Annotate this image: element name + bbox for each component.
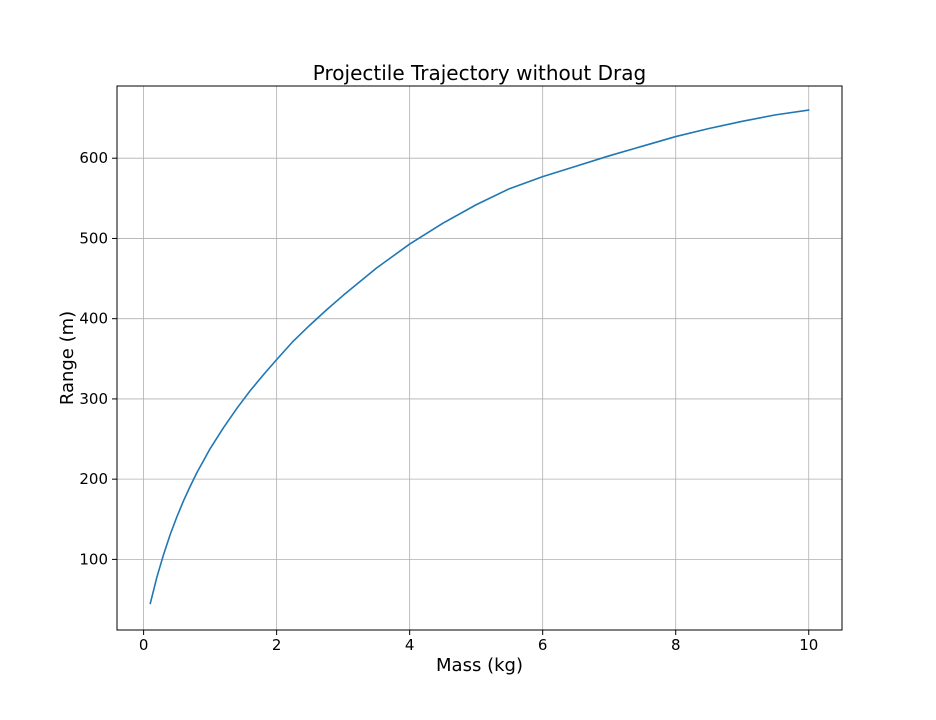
- series-line: [149, 109, 810, 605]
- x-tick-label: 10: [799, 636, 818, 654]
- chart-title: Projectile Trajectory without Drag: [313, 61, 646, 85]
- plot-frame: [116, 85, 843, 631]
- y-tick-label: 600: [79, 149, 108, 167]
- y-tick-label: 100: [79, 550, 108, 568]
- y-tick-label: 300: [79, 390, 108, 408]
- grid-lines: [117, 86, 842, 630]
- y-tick-label: 400: [79, 310, 108, 328]
- y-tick-label: 500: [79, 229, 108, 247]
- x-tick-label: 8: [671, 636, 681, 654]
- x-tick-label: 4: [405, 636, 415, 654]
- y-tick-label: 200: [79, 470, 108, 488]
- x-tick-label: 6: [538, 636, 548, 654]
- series-group: [149, 109, 810, 605]
- y-axis-label: Range (m): [57, 311, 78, 405]
- axis-ticks: 0 2 4 6 8 10 100 200 300 400 500 600: [79, 149, 818, 654]
- x-tick-label: 0: [139, 636, 149, 654]
- x-axis-label: Mass (kg): [436, 655, 523, 676]
- x-tick-label: 2: [272, 636, 282, 654]
